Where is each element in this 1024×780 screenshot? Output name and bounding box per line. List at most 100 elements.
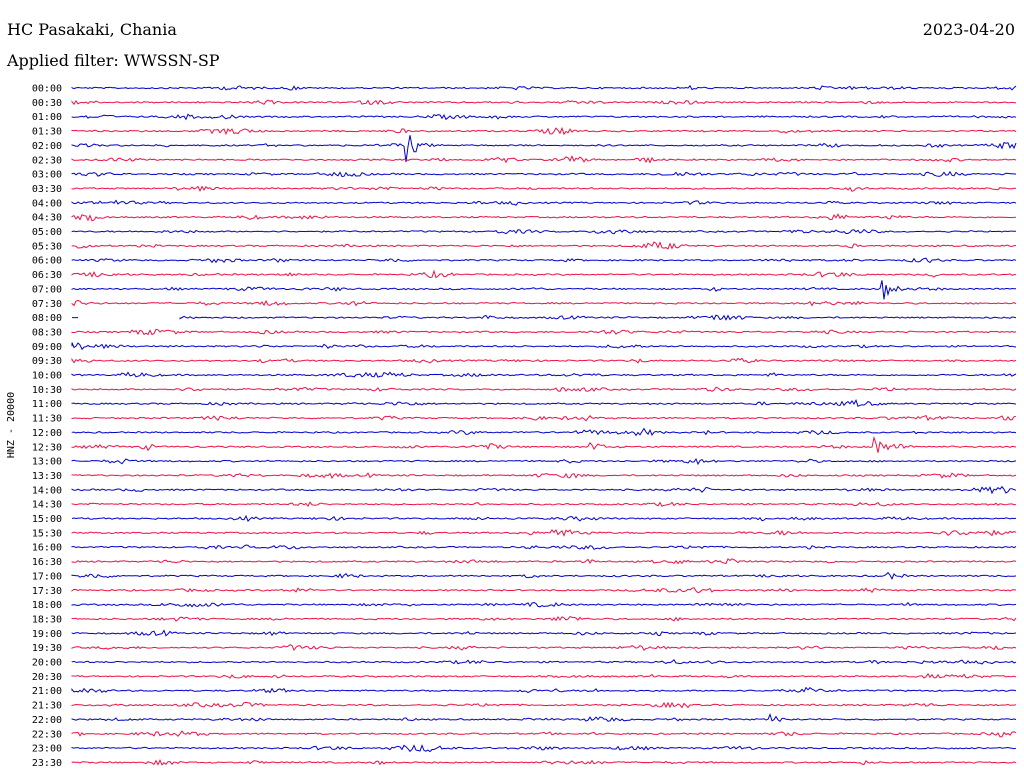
time-label: 02:30 bbox=[32, 155, 62, 166]
date-label: 2023-04-20 bbox=[922, 20, 1015, 39]
time-label: 22:00 bbox=[32, 715, 62, 726]
time-label: 13:30 bbox=[32, 471, 62, 482]
time-label: 00:00 bbox=[32, 84, 62, 95]
seismic-trace bbox=[71, 99, 1017, 106]
seismic-trace bbox=[71, 257, 1017, 264]
time-label: 18:30 bbox=[32, 614, 62, 625]
seismic-trace bbox=[71, 472, 1017, 480]
time-label: 20:00 bbox=[32, 658, 62, 669]
seismic-trace bbox=[71, 514, 1017, 523]
time-label: 12:30 bbox=[32, 442, 62, 453]
seismic-trace bbox=[71, 501, 1017, 508]
time-label: 05:00 bbox=[32, 227, 62, 238]
time-label: 03:30 bbox=[32, 184, 62, 195]
seismic-trace bbox=[72, 314, 1017, 321]
time-label: 18:00 bbox=[32, 600, 62, 611]
seismic-trace bbox=[71, 170, 1017, 178]
seismic-trace bbox=[71, 644, 1017, 652]
seismic-trace bbox=[71, 558, 1017, 565]
time-label: 15:30 bbox=[32, 528, 62, 539]
seismic-trace bbox=[71, 399, 1017, 408]
time-label: 15:00 bbox=[32, 514, 62, 525]
seismic-trace bbox=[71, 659, 1017, 665]
time-label: 20:30 bbox=[32, 672, 62, 683]
seismic-trace bbox=[71, 84, 1017, 91]
seismic-trace bbox=[71, 601, 1017, 608]
seismic-trace bbox=[71, 744, 1017, 753]
seismic-trace bbox=[71, 357, 1017, 364]
seismic-trace bbox=[71, 371, 1017, 378]
time-label: 22:30 bbox=[32, 729, 62, 740]
seismic-trace bbox=[71, 126, 1017, 136]
seismic-trace bbox=[71, 587, 1017, 594]
seismic-trace bbox=[71, 758, 1017, 766]
time-label: 10:30 bbox=[32, 385, 62, 396]
seismic-trace bbox=[71, 228, 1017, 235]
filter-label: Applied filter: WWSSN-SP bbox=[7, 51, 220, 70]
seismic-trace bbox=[71, 730, 1017, 738]
seismic-trace bbox=[71, 135, 1017, 163]
seismic-trace bbox=[71, 328, 1017, 336]
seismic-trace bbox=[71, 485, 1017, 495]
seismic-trace bbox=[71, 199, 1017, 206]
time-label: 19:30 bbox=[32, 643, 62, 654]
tick-label-group: 00:00 00:30 01:00 01:30 02:00 02:30 03:00 03:30… bbox=[32, 84, 62, 769]
seismic-trace bbox=[71, 213, 1017, 222]
time-label: 14:30 bbox=[32, 500, 62, 511]
seismic-trace bbox=[71, 241, 1017, 250]
time-label: 21:30 bbox=[32, 701, 62, 712]
time-label: 05:30 bbox=[32, 241, 62, 252]
seismic-trace bbox=[71, 435, 1017, 453]
time-label: 14:00 bbox=[32, 485, 62, 496]
seismic-trace bbox=[71, 713, 1017, 722]
seismic-trace bbox=[71, 280, 1016, 300]
channel-label: HNZ - 20000 bbox=[6, 392, 17, 458]
time-label: 08:30 bbox=[32, 327, 62, 338]
seismic-trace bbox=[71, 386, 1017, 392]
seismic-trace bbox=[71, 571, 1017, 580]
time-label: 21:00 bbox=[32, 686, 62, 697]
time-label: 03:00 bbox=[32, 170, 62, 181]
time-label: 23:30 bbox=[32, 758, 62, 769]
trace-group bbox=[71, 84, 1017, 766]
seismic-trace bbox=[71, 615, 1017, 622]
time-label: 16:00 bbox=[32, 543, 62, 554]
time-label: 06:00 bbox=[32, 256, 62, 267]
seismic-trace bbox=[71, 113, 1017, 121]
time-label: 11:30 bbox=[32, 414, 62, 425]
seismic-trace bbox=[71, 269, 1016, 279]
time-label: 02:00 bbox=[32, 141, 62, 152]
time-label: 11:00 bbox=[32, 399, 62, 410]
time-label: 09:00 bbox=[32, 342, 62, 353]
time-label: 01:30 bbox=[32, 127, 62, 138]
time-label: 09:30 bbox=[32, 356, 62, 367]
seismic-trace bbox=[71, 427, 1017, 437]
seismic-trace bbox=[71, 529, 1017, 537]
seismic-trace bbox=[71, 686, 1017, 694]
seismic-trace bbox=[71, 185, 1017, 192]
time-label: 17:30 bbox=[32, 586, 62, 597]
seismic-trace bbox=[71, 299, 1017, 307]
time-label: 08:00 bbox=[32, 313, 62, 324]
seismic-trace bbox=[71, 629, 1017, 637]
station-title: HC Pasakaki, Chania bbox=[7, 20, 177, 39]
seismic-trace bbox=[71, 544, 1017, 550]
seismic-trace bbox=[71, 457, 1017, 466]
time-label: 17:00 bbox=[32, 571, 62, 582]
time-label: 07:30 bbox=[32, 299, 62, 310]
seismic-trace bbox=[71, 342, 1017, 351]
time-label: 23:00 bbox=[32, 744, 62, 755]
time-label: 13:00 bbox=[32, 457, 62, 468]
time-label: 19:00 bbox=[32, 629, 62, 640]
time-label: 07:00 bbox=[32, 284, 62, 295]
seismic-trace bbox=[71, 672, 1017, 679]
time-label: 01:00 bbox=[32, 112, 62, 123]
time-label: 10:00 bbox=[32, 371, 62, 382]
time-label: 06:30 bbox=[32, 270, 62, 281]
time-label: 04:30 bbox=[32, 213, 62, 224]
time-label: 00:30 bbox=[32, 98, 62, 109]
time-label: 04:00 bbox=[32, 198, 62, 209]
seismic-trace bbox=[71, 155, 1017, 164]
time-label: 12:00 bbox=[32, 428, 62, 439]
